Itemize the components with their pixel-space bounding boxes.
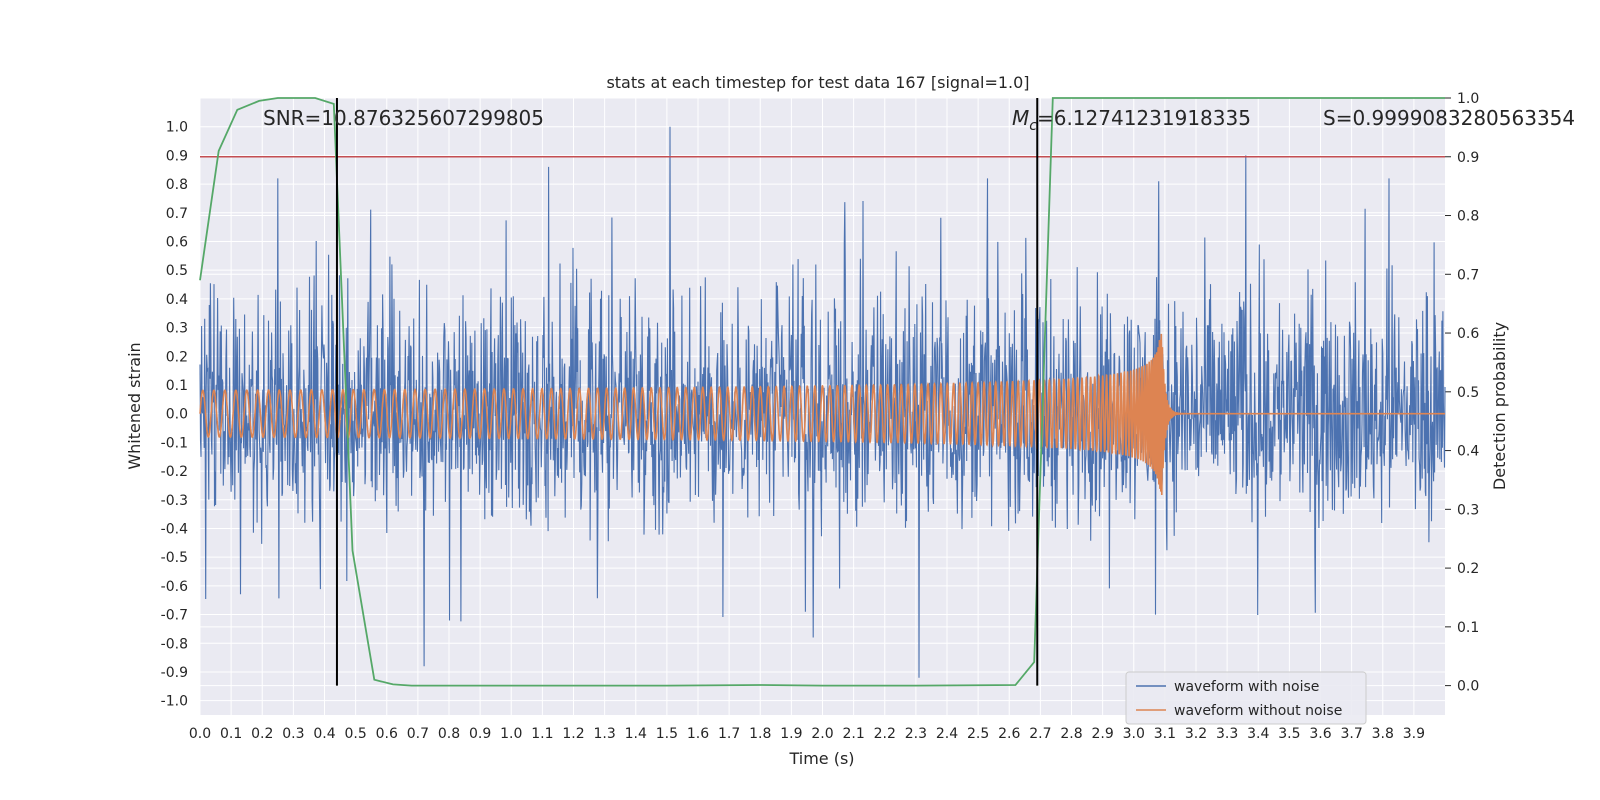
x-tick-label: 0.7 [407,726,429,742]
x-tick-label: 1.5 [656,726,678,742]
y2-tick-label: 0.6 [1457,326,1479,342]
x-tick-label: 3.2 [1185,726,1207,742]
y-tick-label: -0.9 [161,665,188,681]
y2-tick-label: 0.5 [1457,385,1479,401]
noise-waveform-line [199,126,1446,678]
y-tick-label: -0.5 [161,550,188,566]
y-tick-label: 0.2 [166,349,188,365]
x-tick-label: 1.4 [625,726,647,742]
x-tick-label: 1.7 [718,726,740,742]
y-tick-label: 0.4 [166,292,188,308]
x-tick-label: 2.9 [1091,726,1113,742]
y2-tick-label: 0.4 [1457,444,1479,460]
y-tick-label: 0.8 [166,177,188,193]
y-tick-label: 1.0 [166,120,188,136]
y-tick-label: -0.8 [161,636,188,652]
x-tick-label: 0.6 [376,726,398,742]
y2-tick-label: 1.0 [1457,91,1479,107]
marker-lines [335,98,1039,686]
y2-tick-label: 0.3 [1457,502,1479,518]
series-probability [199,97,1445,687]
x-tick-label: 2.1 [842,726,864,742]
x-tick-label: 3.1 [1154,726,1176,742]
legend-box [1125,671,1367,725]
chirp-mass-symbol: M [1012,106,1029,130]
x-tick-label: 0.1 [220,726,242,742]
series-clean [199,333,1445,496]
y-tick-label: 0.7 [166,206,188,222]
chirp-mass-subscript: c [1029,118,1037,134]
x-tick-label: 3.7 [1340,726,1362,742]
snr-annotation: SNR=10.876325607299805 [263,106,544,130]
y2-tick-labels: 1.0 0.9 0.8 0.7 0.6 0.5 0.4 0.3 0.2 0.1 0.0 [1445,91,1479,695]
y-tick-labels: 1.0 0.9 0.8 0.7 0.6 0.5 0.4 0.3 0.2 0.1 0.0 -0.1 -0.… [161,120,188,710]
x-tick-label: 2.7 [1029,726,1051,742]
y-tick-label: -0.4 [161,521,188,537]
x-tick-label: 2.5 [967,726,989,742]
x-tick-label: 2.6 [998,726,1020,742]
y-axis-label: Whitened strain [125,342,144,469]
x-tick-label: 1.6 [687,726,709,742]
chart-title: stats at each timestep for test data 167… [606,73,1029,92]
x-tick-label: 1.3 [593,726,615,742]
x-tick-label: 1.2 [562,726,584,742]
x-tick-label: 3.3 [1216,726,1238,742]
y2-tick-label: 0.9 [1457,150,1479,166]
y2-tick-label: 0.7 [1457,267,1479,283]
x-tick-label: 3.0 [1123,726,1145,742]
x-tick-label: 3.5 [1278,726,1300,742]
x-tick-label: 0.0 [189,726,211,742]
chirp-mass-annotation: Mc=6.12741231918335 [1012,106,1251,134]
x-tick-label: 3.6 [1309,726,1331,742]
y-tick-label: -1.0 [161,694,188,710]
x-tick-label: 2.3 [905,726,927,742]
y-tick-label: -0.3 [161,493,188,509]
legend-label-noise: waveform with noise [1174,679,1319,695]
x-tick-label: 2.4 [936,726,958,742]
x-tick-label: 2.2 [874,726,896,742]
x-tick-label: 1.9 [780,726,802,742]
x-tick-label: 3.4 [1247,726,1269,742]
x-tick-label: 0.5 [344,726,366,742]
y-tick-label: 0.9 [166,148,188,164]
y2-tick-label: 0.8 [1457,209,1479,225]
y-tick-label: 0.1 [166,378,188,394]
y2-tick-label: 0.2 [1457,561,1479,577]
x-tick-label: 3.8 [1372,726,1394,742]
y-tick-label: 0.3 [166,321,188,337]
s-annotation: S=0.9999083280563354 [1323,106,1575,130]
x-tick-labels: 0.0 0.1 0.2 0.3 0.4 0.5 0.6 0.7 0.8 0.9 1.0 1.1 1.2 1… [189,726,1425,742]
x-tick-label: 3.9 [1403,726,1425,742]
x-tick-label: 1.0 [500,726,522,742]
y-tick-label: -0.7 [161,608,188,624]
x-tick-label: 0.4 [313,726,335,742]
y2-tick-label: 0.0 [1457,679,1479,695]
legend: waveform with noise waveform without noi… [1125,671,1367,725]
y-tick-label: 0.5 [166,263,188,279]
y2-axis-label: Detection probability [1490,322,1509,490]
series-noise [199,126,1446,678]
x-tick-label: 2.0 [811,726,833,742]
x-axis-label: Time (s) [788,749,854,768]
chirp-mass-value: =6.12741231918335 [1037,106,1251,130]
x-tick-label: 0.8 [438,726,460,742]
y-tick-label: -0.2 [161,464,188,480]
y-tick-label: -0.6 [161,579,188,595]
legend-label-clean: waveform without noise [1174,703,1342,719]
x-tick-label: 1.8 [749,726,771,742]
x-tick-label: 2.8 [1060,726,1082,742]
x-tick-label: 0.2 [251,726,273,742]
y-tick-label: -0.1 [161,435,188,451]
y-tick-label: 0.0 [166,407,188,423]
x-tick-label: 0.9 [469,726,491,742]
x-tick-label: 0.3 [282,726,304,742]
y-tick-label: 0.6 [166,234,188,250]
probability-line [199,97,1445,687]
y2-tick-label: 0.1 [1457,620,1479,636]
clean-waveform-line [199,333,1445,496]
x-tick-label: 1.1 [531,726,553,742]
